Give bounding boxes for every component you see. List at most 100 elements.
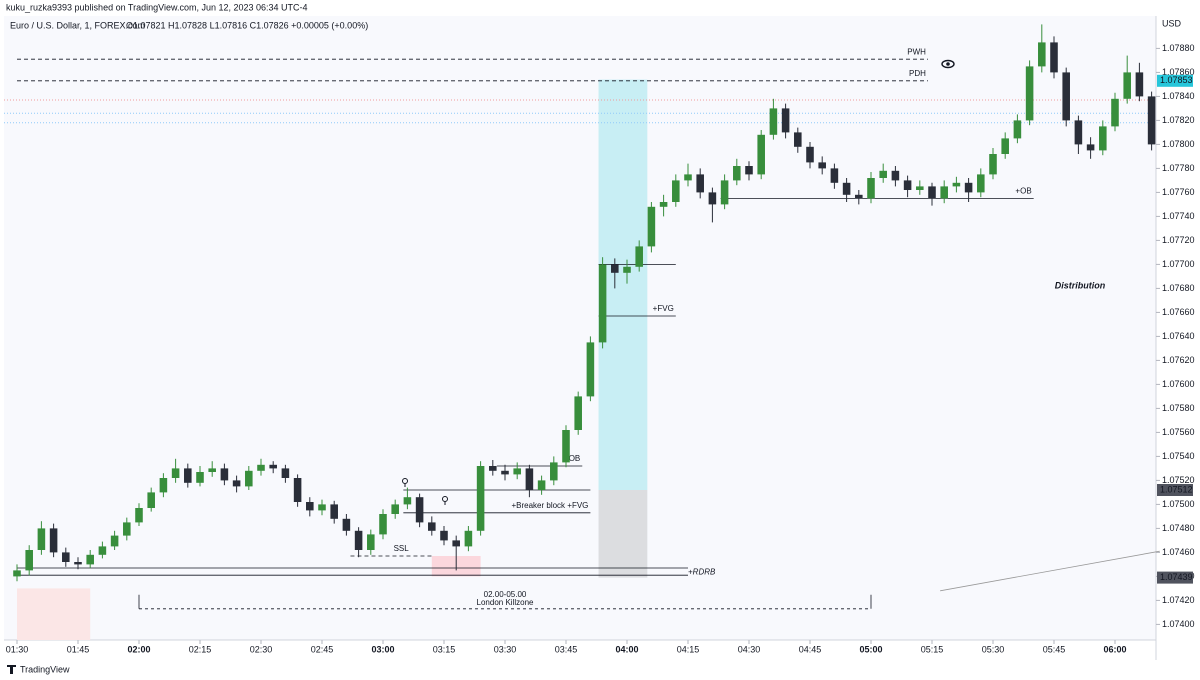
candle-body xyxy=(1123,72,1131,99)
x-tick-label: 04:45 xyxy=(799,644,822,654)
y-tick-label: 1.07860 xyxy=(1162,67,1195,77)
candle-body xyxy=(1086,144,1095,151)
y-tick-label: 1.07740 xyxy=(1162,211,1195,221)
level-label: SSL xyxy=(394,544,410,553)
y-tick-label: 1.07820 xyxy=(1162,115,1195,125)
x-tick-label: 05:00 xyxy=(859,644,882,654)
candle-body xyxy=(49,528,58,553)
y-tick-label: 1.07840 xyxy=(1162,91,1195,101)
candle-body xyxy=(428,522,436,531)
candle-body xyxy=(989,154,997,175)
candle-body xyxy=(977,174,985,193)
level-label: +RDRB xyxy=(688,567,716,576)
candle-body xyxy=(318,504,326,511)
candle-body xyxy=(574,396,582,430)
header: kuku_ruzka9393 published on TradingView.… xyxy=(6,2,308,12)
price-label-bg xyxy=(1157,484,1193,496)
candle-body xyxy=(489,466,497,471)
x-tick-label: 02:45 xyxy=(311,644,334,654)
candle-body xyxy=(659,202,668,207)
x-tick-label: 06:00 xyxy=(1103,644,1126,654)
x-tick-label: 04:15 xyxy=(677,644,700,654)
symbol: Euro / U.S. Dollar, 1, FOREX.com xyxy=(10,20,145,30)
candle-body xyxy=(525,468,534,490)
level-label: PDH xyxy=(909,69,926,78)
candle-body xyxy=(903,180,912,190)
level-label: +OB xyxy=(564,454,580,463)
level-label: +FVG xyxy=(653,304,674,313)
level-label: PWH xyxy=(907,47,926,56)
tv-logo xyxy=(7,665,16,674)
candle-body xyxy=(733,166,741,181)
candle-body xyxy=(123,522,131,536)
candle-body xyxy=(1135,72,1144,97)
candle-body xyxy=(550,462,558,481)
y-tick-label: 1.07880 xyxy=(1162,43,1195,53)
candle-body xyxy=(794,132,802,147)
candle-body xyxy=(98,546,107,555)
candle-body xyxy=(1013,120,1022,139)
candle-body xyxy=(1001,138,1009,154)
candle-body xyxy=(367,534,375,550)
candle-body xyxy=(952,182,961,187)
price-label: 1.07439 xyxy=(1160,572,1193,582)
candle-body xyxy=(720,180,729,205)
candle-body xyxy=(867,178,875,199)
candle-body xyxy=(1038,42,1046,67)
candle-body xyxy=(916,186,924,190)
x-tick-label: 03:30 xyxy=(494,644,517,654)
y-tick-label: 1.07760 xyxy=(1162,187,1195,197)
candle-body xyxy=(830,168,839,183)
x-tick-label: 05:45 xyxy=(1043,644,1066,654)
candle-body xyxy=(306,502,314,511)
candle-body xyxy=(62,552,70,562)
candle-body xyxy=(415,497,424,523)
candle-body xyxy=(745,166,753,175)
x-tick-label: 02:15 xyxy=(189,644,212,654)
candle-body xyxy=(891,170,900,181)
candle-body xyxy=(611,264,619,273)
level-label: +Breaker block +FVG xyxy=(511,501,588,510)
candle-body xyxy=(196,472,204,483)
candle-body xyxy=(1111,98,1119,127)
candle-body xyxy=(586,342,595,397)
footer: TradingView xyxy=(20,664,70,674)
killzone-label: London Killzone xyxy=(477,598,534,607)
candle-body xyxy=(842,182,851,195)
candle-body xyxy=(171,468,180,478)
candle-body xyxy=(964,182,973,193)
candle-body xyxy=(696,174,704,193)
x-tick-label: 02:30 xyxy=(250,644,273,654)
y-tick-label: 1.07420 xyxy=(1162,595,1195,605)
candle-body xyxy=(25,550,33,571)
candle-body xyxy=(562,430,570,463)
candle-body xyxy=(257,464,265,471)
candle-body xyxy=(635,246,643,267)
candle-body xyxy=(940,186,948,199)
candle-body xyxy=(135,508,143,523)
candle-body xyxy=(757,134,765,175)
killzone-range: 02.00-05.00 xyxy=(484,590,527,599)
candle-body xyxy=(232,480,241,487)
candle-body xyxy=(818,162,826,169)
bulb-icon xyxy=(442,496,448,505)
y-tick-label: 1.07460 xyxy=(1162,547,1195,557)
candle-body xyxy=(403,497,412,505)
candle-body xyxy=(855,194,863,199)
candle-body xyxy=(537,480,546,490)
x-tick-label: 05:30 xyxy=(982,644,1005,654)
zone-box xyxy=(17,588,91,640)
candle-body xyxy=(501,470,509,475)
trendline xyxy=(940,550,1160,592)
x-tick-label: 03:45 xyxy=(555,644,578,654)
y-tick-label: 1.07600 xyxy=(1162,379,1195,389)
y-tick-label: 1.07480 xyxy=(1162,523,1195,533)
y-tick-label: 1.07620 xyxy=(1162,355,1195,365)
candle-body xyxy=(1050,42,1058,73)
candle-body xyxy=(13,570,21,577)
candle-body xyxy=(37,528,46,550)
candle-body xyxy=(269,464,277,469)
y-tick-label: 1.07500 xyxy=(1162,499,1195,509)
candle-body xyxy=(379,514,387,535)
